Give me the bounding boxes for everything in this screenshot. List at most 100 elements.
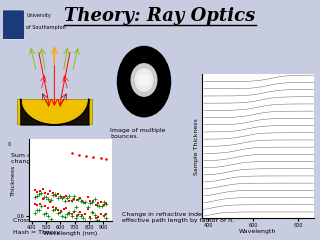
Point — [67, 211, 72, 215]
Point — [67, 194, 72, 198]
Point — [53, 192, 58, 196]
Point — [40, 187, 45, 191]
Point — [34, 194, 39, 198]
Point — [104, 201, 109, 205]
Point — [45, 192, 50, 196]
Point — [37, 202, 43, 206]
Point — [90, 210, 95, 214]
Point — [32, 188, 37, 192]
Point — [87, 201, 92, 205]
Point — [48, 200, 53, 204]
Point — [69, 198, 74, 202]
FancyBboxPatch shape — [1, 10, 25, 40]
Point — [93, 216, 98, 220]
Point — [53, 207, 58, 211]
Y-axis label: Thickness: Thickness — [11, 164, 15, 196]
Point — [61, 207, 66, 211]
Point — [88, 199, 93, 203]
Ellipse shape — [117, 46, 171, 117]
Point — [53, 194, 58, 198]
Point — [59, 195, 64, 198]
Point — [81, 200, 86, 204]
Point — [45, 206, 50, 210]
Point — [62, 198, 67, 202]
Point — [57, 194, 62, 198]
Point — [80, 199, 85, 203]
Point — [97, 204, 102, 208]
Point — [69, 214, 74, 218]
Point — [44, 195, 49, 198]
Point — [39, 204, 44, 208]
Point — [51, 205, 56, 209]
Point — [55, 211, 60, 215]
Point — [60, 214, 65, 218]
Ellipse shape — [131, 63, 157, 97]
Point — [61, 195, 66, 199]
Point — [43, 204, 48, 208]
Point — [104, 157, 109, 161]
Point — [57, 210, 62, 214]
Point — [32, 195, 37, 198]
Point — [101, 215, 106, 218]
Point — [92, 213, 97, 217]
Point — [71, 209, 76, 213]
Point — [90, 200, 95, 204]
Point — [41, 212, 46, 216]
Point — [85, 208, 90, 211]
Point — [98, 212, 103, 216]
Point — [56, 192, 61, 196]
Point — [101, 200, 107, 204]
Point — [56, 208, 61, 212]
Point — [83, 201, 88, 204]
Point — [72, 197, 77, 201]
Point — [32, 202, 37, 205]
Point — [94, 218, 100, 222]
Text: University: University — [26, 13, 51, 18]
Ellipse shape — [135, 68, 153, 92]
Point — [77, 210, 82, 214]
Point — [74, 205, 79, 209]
Text: 0: 0 — [7, 142, 11, 147]
Point — [35, 190, 40, 193]
Point — [36, 208, 42, 211]
FancyBboxPatch shape — [17, 99, 92, 125]
Point — [91, 156, 96, 159]
Point — [97, 220, 102, 223]
Point — [59, 210, 64, 213]
Point — [101, 204, 106, 207]
Point — [71, 194, 76, 198]
Point — [35, 203, 40, 207]
Text: Change in refractive index - increase
effective path length by factor of n.: Change in refractive index - increase ef… — [122, 212, 238, 223]
Point — [84, 155, 89, 158]
Point — [48, 198, 53, 202]
Point — [96, 201, 101, 205]
Point — [85, 221, 90, 225]
Point — [98, 156, 103, 160]
Point — [99, 204, 104, 207]
Point — [46, 214, 51, 217]
Point — [98, 200, 103, 204]
Point — [83, 212, 88, 216]
Point — [51, 193, 56, 197]
Point — [76, 212, 81, 216]
Point — [87, 216, 92, 220]
Point — [83, 200, 88, 204]
Point — [75, 214, 80, 217]
X-axis label: Wavelength (nm): Wavelength (nm) — [43, 231, 98, 236]
Point — [39, 191, 44, 195]
Point — [99, 222, 104, 226]
Point — [48, 217, 53, 221]
X-axis label: Wavelength: Wavelength — [239, 229, 276, 234]
Point — [64, 194, 69, 198]
Point — [72, 210, 77, 214]
Point — [43, 191, 48, 195]
Point — [62, 215, 67, 219]
Point — [46, 198, 51, 201]
Point — [64, 206, 69, 210]
Point — [94, 203, 100, 207]
Point — [76, 197, 81, 201]
Point — [83, 220, 88, 223]
Point — [101, 213, 107, 217]
Point — [74, 216, 79, 220]
Point — [69, 151, 74, 155]
